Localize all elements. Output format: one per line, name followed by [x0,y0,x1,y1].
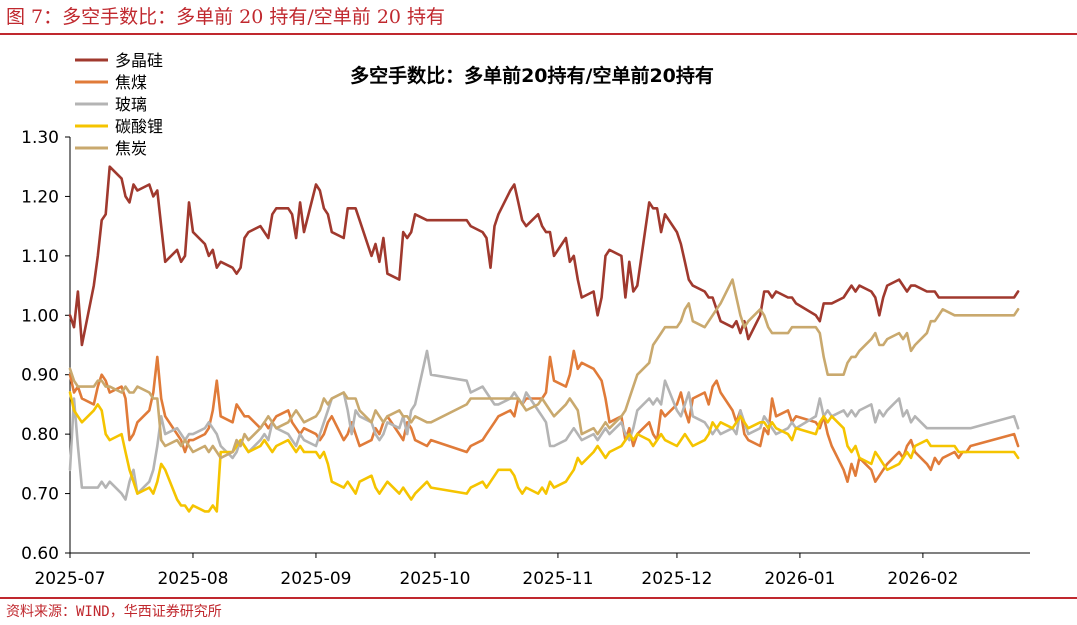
source-note: 资料来源：WIND，华西证券研究所 [6,604,222,620]
y-tick-label: 1.00 [21,306,59,326]
series-line-3 [68,349,1020,501]
y-tick-label: 0.80 [21,425,59,445]
y-tick-label: 1.10 [21,247,59,267]
x-tick-label: 2025-11 [522,569,593,589]
x-tick-label: 2025-12 [641,569,712,589]
top-rule [0,33,1077,35]
legend-label: 焦煤 [115,73,147,92]
line-chart: 多空手数比：多单前20持有/空单前20持有 0.60 0.70 0.80 0.90 1.… [21,51,1030,589]
bottom-rule [0,597,1077,599]
x-tick-label: 2026-02 [887,569,958,589]
x-tick-label: 2025-10 [399,569,470,589]
x-tick-label: 2025-08 [157,569,228,589]
y-tick-label: 0.90 [21,366,59,386]
y-tick-label: 1.20 [21,187,59,207]
legend-label: 多晶硅 [115,51,163,70]
legend-label: 玻璃 [115,95,147,114]
series-line-5 [68,278,1020,460]
figure-caption: 图 7：多空手数比：多单前 20 持有/空单前 20 持有 [6,6,446,28]
x-tick-label: 2025-07 [34,569,105,589]
series-line-2 [68,349,1020,483]
chart-title: 多空手数比：多单前20持有/空单前20持有 [350,64,714,87]
legend-label: 焦炭 [115,139,147,158]
y-tick-label: 1.30 [21,128,59,148]
y-tick-label: 0.70 [21,485,59,505]
y-tick-label: 0.60 [21,544,59,564]
series-line-1 [68,165,1020,347]
plot-area: 0.60 0.70 0.80 0.90 1.00 1.10 1.20 1.30 2025-07 2… [21,128,1030,589]
x-tick-label: 2025-09 [280,569,351,589]
legend-label: 碳酸锂 [115,117,163,136]
series-line-4 [68,391,1020,513]
x-tick-label: 2026-01 [764,569,835,589]
